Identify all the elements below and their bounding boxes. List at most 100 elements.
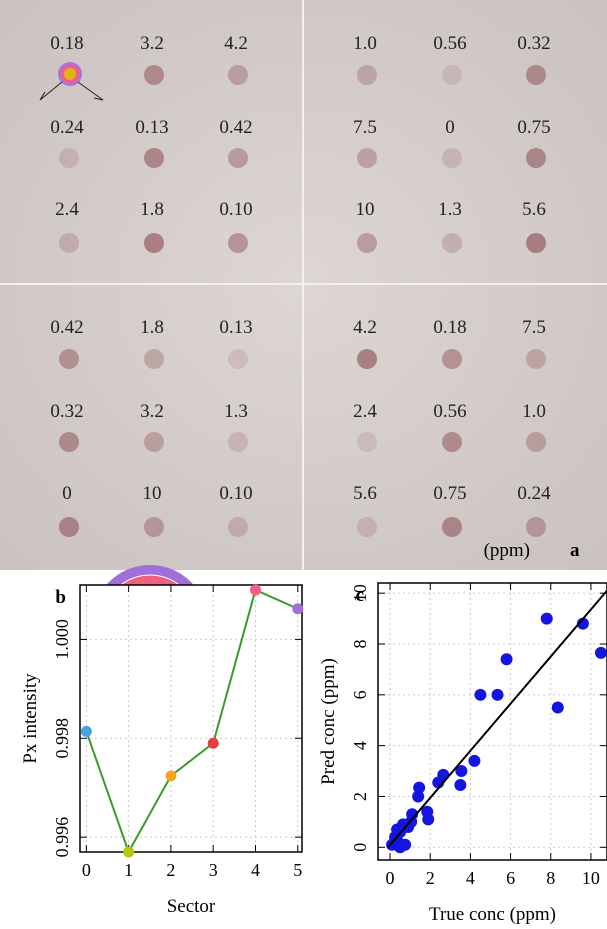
spot <box>526 432 546 452</box>
point <box>165 770 177 782</box>
spot <box>144 148 164 168</box>
concentration-label: 3.2 <box>140 33 164 54</box>
concentration-label: 0.10 <box>219 199 252 220</box>
point <box>551 701 564 714</box>
spot <box>228 65 248 85</box>
concentration-label: 0.24 <box>50 117 84 138</box>
line <box>85 588 299 855</box>
spot <box>526 517 546 537</box>
x-tick-label: 4 <box>466 868 475 888</box>
x-tick-label: 8 <box>546 868 555 888</box>
spot <box>526 65 546 85</box>
concentration-label: 7.5 <box>522 317 546 338</box>
x-axis-label: True conc (ppm) <box>429 904 556 924</box>
concentration-label: 0.10 <box>219 483 252 504</box>
x-axis-label: Sector <box>167 896 216 917</box>
y-tick-label: 2 <box>350 792 370 801</box>
point <box>468 754 481 767</box>
point <box>491 688 504 701</box>
y-tick-label: 1.000 <box>52 619 72 660</box>
x-tick-label: 2 <box>426 868 435 888</box>
spot <box>526 233 546 253</box>
spot <box>144 233 164 253</box>
x-tick-label: 4 <box>251 860 260 880</box>
point <box>500 653 513 666</box>
concentration-label: 0.18 <box>433 317 466 338</box>
spot <box>59 148 79 168</box>
sector-icon <box>39 62 104 101</box>
x-tick-label: 3 <box>209 860 218 880</box>
x-tick-label: 6 <box>506 868 515 888</box>
spot <box>442 517 462 537</box>
spot <box>357 517 377 537</box>
concentration-label: 0.56 <box>433 33 466 54</box>
point <box>540 612 553 625</box>
concentration-label: 0.32 <box>50 401 83 422</box>
point <box>207 737 219 749</box>
x-tick-label: 10 <box>582 868 600 888</box>
spot <box>228 349 248 369</box>
unit-label: (ppm) <box>484 540 530 561</box>
concentration-label: 0 <box>445 117 455 138</box>
concentration-label: 0.56 <box>433 401 466 422</box>
chart: 0 1 2 3 4 5 0.996 0.998 1.000 Sector Px intensity b <box>20 584 304 917</box>
spot <box>59 432 79 452</box>
y-tick-label: 0.998 <box>52 718 72 759</box>
plot-frame <box>377 582 607 861</box>
spot <box>357 349 377 369</box>
spot <box>144 517 164 537</box>
spot <box>59 349 79 369</box>
x-tick-label: 0 <box>82 860 91 880</box>
spot <box>144 349 164 369</box>
spot <box>228 233 248 253</box>
y-tick-label: 0 <box>350 843 370 852</box>
spot <box>442 233 462 253</box>
spot <box>357 233 377 253</box>
concentration-label: 0.75 <box>517 117 550 138</box>
y-tick-label: 4 <box>350 741 370 750</box>
y-tick-label: 6 <box>350 690 370 699</box>
concentration-label: 0.32 <box>517 33 550 54</box>
concentration-label: 0.13 <box>135 117 168 138</box>
concentration-label: 3.2 <box>140 401 164 422</box>
concentration-label: 0 <box>62 483 72 504</box>
spot <box>228 517 248 537</box>
y-axis-label: Pred conc (ppm) <box>318 658 339 785</box>
concentration-label: 0.42 <box>50 317 83 338</box>
spot <box>442 349 462 369</box>
point <box>80 725 92 737</box>
spot <box>228 148 248 168</box>
point <box>594 646 607 659</box>
point <box>412 790 425 803</box>
panel-label: b <box>55 587 66 608</box>
spot <box>526 349 546 369</box>
spot <box>144 65 164 85</box>
point <box>454 779 467 792</box>
point <box>292 603 304 615</box>
point <box>123 846 135 858</box>
plot-area <box>80 585 302 852</box>
concentration-label: 0.18 <box>50 33 83 54</box>
concentration-label: 1.0 <box>522 401 546 422</box>
x-tick-label: 1 <box>124 860 133 880</box>
panel-label: a <box>570 540 580 561</box>
concentration-label: 1.0 <box>353 33 377 54</box>
concentration-label: 5.6 <box>353 483 377 504</box>
y-axis-label: Px intensity <box>20 673 41 764</box>
spot <box>357 65 377 85</box>
spot <box>526 148 546 168</box>
concentration-label: 7.5 <box>353 117 377 138</box>
point <box>249 584 261 596</box>
point <box>392 836 405 849</box>
concentration-label: 2.4 <box>55 199 79 220</box>
x-tick-label: 2 <box>166 860 175 880</box>
concentration-label: 0.42 <box>219 117 252 138</box>
point <box>422 813 435 826</box>
spot <box>357 148 377 168</box>
spot <box>59 517 79 537</box>
concentration-label: 2.4 <box>353 401 377 422</box>
point <box>413 781 426 794</box>
spot <box>442 148 462 168</box>
point <box>455 765 468 778</box>
